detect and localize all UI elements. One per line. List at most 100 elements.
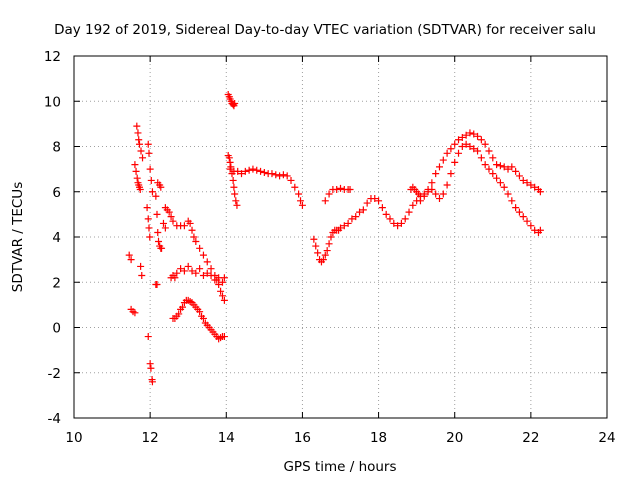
y-tick-label: -2 [48, 366, 61, 382]
data-point [485, 147, 493, 155]
data-point [154, 228, 162, 236]
data-point [260, 169, 268, 177]
data-point [523, 217, 531, 225]
data-point [132, 167, 140, 175]
x-axis-label: GPS time / hours [283, 459, 396, 475]
data-point [378, 204, 386, 212]
data-point [319, 256, 327, 264]
data-point [159, 219, 167, 227]
data-point [363, 199, 371, 207]
data-point [333, 185, 341, 193]
data-point [231, 190, 239, 198]
data-point [231, 100, 239, 108]
data-point [279, 171, 287, 179]
data-point [451, 140, 459, 148]
data-point [148, 378, 156, 386]
data-point [188, 267, 196, 275]
data-point [173, 269, 181, 277]
data-point [477, 154, 485, 162]
data-point [435, 163, 443, 171]
data-point [229, 176, 237, 184]
data-point [310, 235, 318, 243]
data-point [416, 197, 424, 205]
series-s8 [144, 333, 156, 386]
data-point [432, 190, 440, 198]
data-point [203, 269, 211, 277]
data-point [405, 208, 413, 216]
data-point [409, 201, 417, 209]
data-point [508, 197, 516, 205]
data-point [477, 136, 485, 144]
chart-title: Day 192 of 2019, Sidereal Day-to-day VTE… [54, 22, 596, 38]
data-point [268, 170, 276, 178]
data-point [466, 143, 474, 150]
data-point [249, 165, 257, 173]
series-s21 [321, 184, 354, 205]
data-point [512, 204, 520, 212]
data-point [196, 244, 204, 252]
data-point [199, 271, 207, 279]
data-point [218, 292, 226, 300]
data-point [515, 172, 523, 180]
data-point [496, 162, 504, 170]
data-point [180, 222, 188, 230]
data-point [394, 222, 402, 230]
data-point [169, 217, 177, 225]
data-point [455, 149, 463, 157]
data-point [127, 256, 135, 264]
data-point [323, 247, 331, 255]
x-tick-labels: 10 12 14 16 18 20 22 24 [65, 430, 615, 446]
data-point [291, 183, 299, 191]
data-point [137, 147, 145, 155]
data-point [508, 163, 516, 171]
data-point [144, 140, 152, 148]
data-point [375, 197, 383, 205]
data-point [321, 251, 329, 259]
data-point [226, 158, 234, 166]
data-point [133, 122, 141, 130]
y-tick-label: 0 [52, 321, 61, 337]
data-point [137, 262, 145, 270]
data-point [229, 101, 237, 109]
series-s13 [159, 219, 169, 232]
data-point [134, 129, 142, 137]
series-s11 [152, 192, 166, 252]
data-point [203, 258, 211, 266]
data-point [135, 136, 143, 144]
data-point [175, 310, 183, 318]
data-point [295, 190, 303, 198]
data-point [359, 206, 367, 214]
y-tick-label: 10 [44, 94, 61, 110]
data-point [155, 238, 163, 246]
data-point [504, 190, 512, 198]
data-point [382, 210, 390, 218]
data-point [144, 333, 152, 341]
data-point [340, 222, 348, 230]
y-tick-label: -4 [48, 411, 61, 427]
data-point [443, 149, 451, 157]
data-point [257, 167, 265, 175]
data-point [386, 215, 394, 223]
data-point [504, 165, 512, 173]
data-point [192, 269, 200, 277]
data-point [489, 154, 497, 162]
series-s20 [310, 140, 544, 266]
data-point [226, 165, 234, 173]
data-point [283, 172, 291, 180]
data-point [253, 166, 261, 174]
series-s10 [154, 179, 165, 191]
y-axis-label: SDTVAR / TECUs [10, 182, 26, 292]
data-point [352, 213, 360, 221]
data-point [458, 143, 466, 150]
data-point [196, 265, 204, 273]
data-point [147, 364, 155, 372]
data-point [165, 208, 173, 216]
data-point [153, 281, 161, 289]
data-point [177, 265, 185, 273]
plot-frame [73, 55, 608, 419]
data-point [474, 132, 482, 140]
data-point [233, 201, 241, 209]
data-point [158, 244, 166, 252]
x-tick-label: 16 [294, 430, 311, 446]
data-point [390, 219, 398, 227]
